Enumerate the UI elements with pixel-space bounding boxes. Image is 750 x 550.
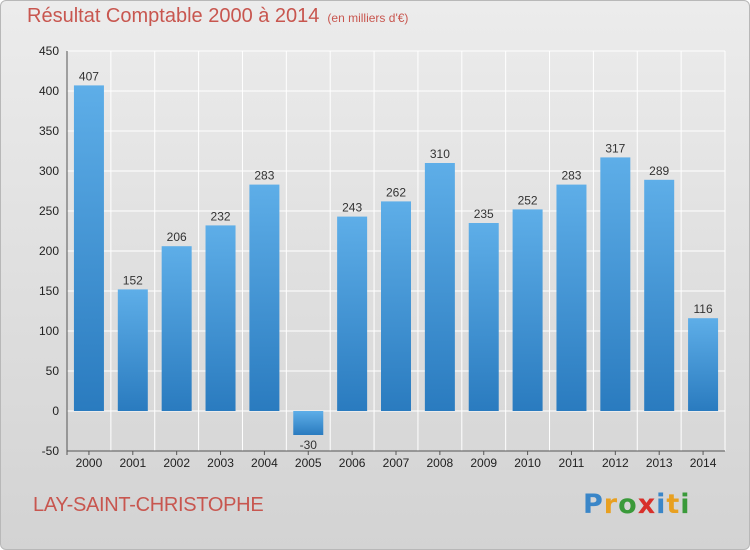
bar — [161, 246, 192, 411]
data-label: 310 — [430, 147, 450, 161]
data-label: 235 — [474, 207, 494, 221]
data-label: -30 — [300, 438, 318, 452]
y-tick-label: 300 — [39, 164, 59, 178]
bar — [512, 209, 543, 411]
y-tick-label: 400 — [39, 84, 59, 98]
x-tick-label: 2003 — [207, 456, 234, 470]
data-label: 407 — [79, 69, 99, 83]
data-label: 252 — [518, 193, 538, 207]
x-tick-label: 2014 — [690, 456, 717, 470]
data-label: 116 — [693, 302, 712, 316]
bar — [117, 289, 148, 411]
bar — [381, 201, 411, 411]
x-tick-label: 2013 — [646, 456, 673, 470]
data-label: 283 — [561, 169, 581, 183]
y-tick-label: 200 — [39, 244, 59, 258]
commune-name: LAY-SAINT-CHRISTOPHE — [33, 494, 264, 516]
data-label: 152 — [123, 273, 143, 287]
x-tick-label: 2001 — [119, 456, 146, 470]
bar — [688, 318, 719, 411]
logo-letter: P — [583, 489, 604, 520]
bar — [468, 223, 499, 411]
bar — [293, 411, 324, 435]
x-tick-label: 2009 — [470, 456, 497, 470]
x-tick-label: 2006 — [339, 456, 366, 470]
x-tick-label: 2011 — [559, 456, 585, 470]
y-tick-label: 0 — [52, 404, 59, 418]
logo-letter: t — [666, 489, 681, 520]
bar — [73, 85, 104, 412]
bar — [205, 225, 236, 411]
x-tick-label: 2004 — [251, 456, 278, 470]
data-label: 243 — [342, 201, 362, 215]
logo-letter: i — [656, 489, 667, 520]
y-tick-label: 150 — [39, 284, 59, 298]
y-tick-label: 350 — [39, 124, 59, 138]
proxiti-logo: Proxiti — [583, 489, 691, 520]
x-tick-label: 2012 — [602, 456, 629, 470]
chart-title: Résultat Comptable 2000 à 2014 (en millie… — [27, 5, 408, 28]
bar — [600, 157, 631, 411]
title-text: Résultat Comptable 2000 à 2014 — [27, 5, 320, 27]
bar — [556, 184, 587, 411]
y-tick-label: 50 — [46, 364, 60, 378]
data-label: 232 — [211, 209, 231, 223]
unit-note: (en milliers d'€) — [327, 11, 409, 25]
logo-letter: x — [637, 489, 657, 520]
y-tick-label: 450 — [39, 44, 59, 58]
data-label: 262 — [386, 185, 406, 199]
y-tick-label: -50 — [42, 444, 60, 458]
x-tick-label: 2010 — [514, 456, 541, 470]
x-tick-label: 2000 — [76, 456, 103, 470]
data-label: 283 — [254, 169, 274, 183]
x-tick-label: 2008 — [427, 456, 454, 470]
x-tick-label: 2002 — [163, 456, 190, 470]
logo-letter: i — [680, 489, 691, 520]
x-tick-label: 2005 — [295, 456, 322, 470]
data-label: 317 — [605, 141, 625, 155]
y-tick-label: 250 — [39, 204, 59, 218]
data-label: 206 — [167, 230, 187, 244]
y-tick-label: 100 — [39, 324, 59, 338]
bar — [249, 184, 280, 411]
bar — [337, 216, 368, 411]
logo-letter: o — [618, 489, 638, 520]
data-label: 289 — [649, 164, 669, 178]
x-tick-label: 2007 — [383, 456, 410, 470]
logo-letter: r — [603, 489, 619, 520]
bar — [424, 163, 455, 411]
bar — [644, 179, 675, 411]
